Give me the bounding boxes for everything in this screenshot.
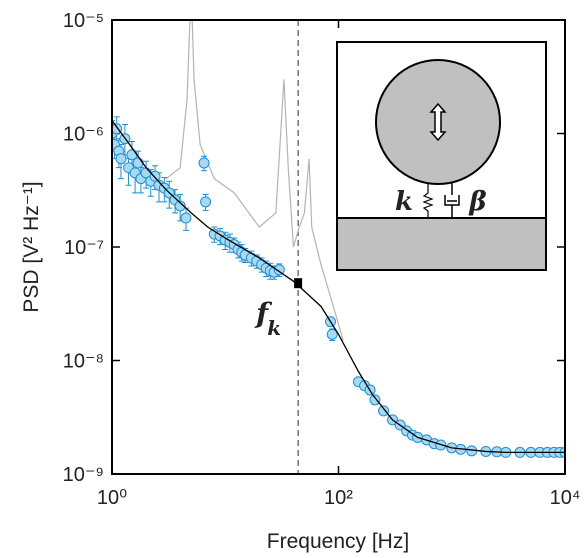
spring-label: k	[395, 187, 413, 217]
data-point	[115, 153, 127, 165]
data-point	[273, 264, 285, 276]
inset-damper	[444, 183, 460, 218]
corner-marker	[294, 278, 303, 289]
inset: k β	[336, 41, 547, 271]
x-tick-label: 10²	[324, 487, 353, 509]
line	[165, 20, 344, 341]
data-point	[180, 212, 192, 224]
data-point	[200, 196, 212, 208]
axes-frame	[111, 19, 566, 475]
damper-label: β	[468, 187, 486, 217]
x-axis-label: Frequency [Hz]	[267, 530, 409, 553]
x-tick-label: 10⁰	[97, 487, 127, 509]
inset-wall	[336, 217, 547, 271]
y-tick-label: 10⁻⁸	[63, 351, 104, 373]
y-tick-label: 10⁻⁶	[63, 124, 104, 146]
data-point	[132, 157, 144, 169]
plot-area	[111, 19, 566, 475]
inset-arrow	[429, 102, 447, 142]
corner-subscript: k	[267, 316, 281, 340]
data-point	[149, 170, 161, 182]
data-point	[198, 157, 210, 169]
data-point	[369, 394, 381, 406]
x-tick-label: 10⁴	[550, 487, 581, 509]
data-point	[326, 328, 338, 340]
data-layer	[112, 20, 565, 474]
y-axis-label: PSD [V² Hz⁻¹]	[20, 181, 43, 312]
data-point	[174, 200, 186, 212]
y-tick-label: 10⁻⁵	[63, 10, 104, 32]
line	[112, 120, 565, 454]
y-tick-label: 10⁻⁷	[64, 237, 104, 259]
y-tick-label: 10⁻⁹	[63, 464, 104, 486]
inset-spring	[422, 183, 434, 218]
data-point	[378, 405, 390, 417]
